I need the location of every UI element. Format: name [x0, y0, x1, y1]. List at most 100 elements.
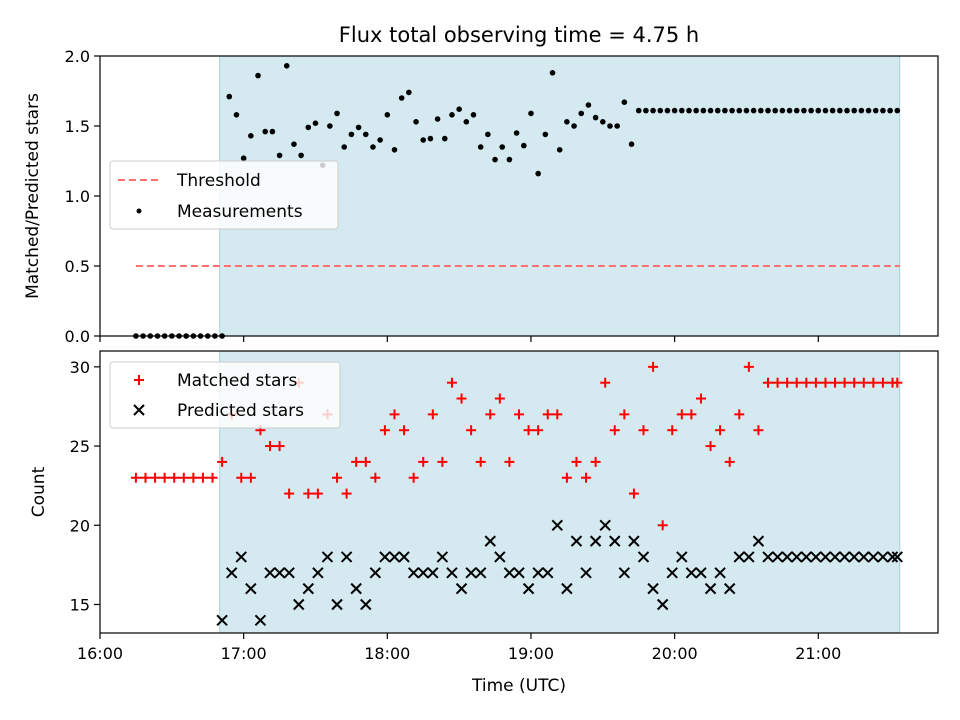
predicted-star-point [522, 582, 535, 595]
predicted-star-point [609, 535, 621, 547]
measurement-point [851, 107, 857, 114]
measurement-point [714, 107, 721, 114]
matched-star-point [600, 377, 611, 388]
matched-star-point [523, 425, 534, 436]
x-tick-label: 16:00 [77, 644, 123, 663]
measurement-point [578, 110, 585, 117]
measurement-point [427, 135, 434, 142]
measurement-point [844, 107, 850, 114]
matched-star-point [494, 393, 505, 404]
measurement-point [564, 119, 570, 125]
matched-star-point [810, 377, 821, 388]
matched-star-point [724, 456, 735, 467]
matched-star-point [245, 472, 256, 483]
measurement-point [248, 133, 254, 139]
top-legend-box [109, 160, 339, 230]
matched-star-point [657, 520, 668, 531]
measurement-point [556, 147, 563, 153]
bottom-legend: Matched stars Predicted stars [109, 361, 341, 429]
predicted-star-point [656, 598, 669, 611]
matched-star-point [399, 425, 410, 436]
matched-star-point [571, 456, 582, 467]
matched-star-point [485, 409, 496, 420]
measurement-point [456, 106, 462, 112]
measurement-point [305, 124, 312, 131]
measurement-point [758, 107, 764, 114]
measurement-point [327, 123, 333, 129]
top-legend: Threshold Measurements [109, 160, 339, 230]
measurement-point [657, 107, 664, 114]
measurement-point [736, 107, 743, 114]
measurement-point [312, 120, 319, 126]
measurement-point [470, 112, 477, 118]
predicted-star-point [771, 551, 784, 563]
matched-star-point [892, 377, 903, 388]
predicted-star-point [743, 551, 755, 563]
measurement-point [628, 141, 635, 147]
measurements-legend-label: Measurements [177, 202, 303, 222]
measurement-point [413, 119, 419, 125]
predicted-star-point [465, 567, 477, 579]
predicted-star-point [781, 551, 793, 563]
bottom-y-axis-label: Count [29, 466, 49, 517]
measurement-point [262, 128, 269, 135]
predicted-star-point [446, 567, 458, 579]
matched-star-point [197, 472, 208, 483]
measurement-point [872, 107, 879, 114]
matched-star-point [676, 409, 687, 420]
matched-star-point [753, 425, 764, 436]
measurement-point [549, 70, 556, 76]
top-x-axis [99, 336, 819, 342]
measurement-point [808, 107, 814, 114]
measurement-point [664, 107, 671, 114]
measurement-point [463, 119, 470, 125]
predicted-star-point [752, 535, 765, 547]
matched-star-point [638, 425, 649, 436]
y-tick-label: 1.5 [65, 117, 90, 136]
measurement-point [441, 135, 448, 142]
predicted-star-point [340, 551, 353, 563]
measurement-point [520, 142, 527, 149]
chart-title: Flux total observing time = 4.75 h [339, 23, 699, 47]
predicted-star-point [283, 567, 295, 579]
measurement-point [837, 107, 843, 114]
measurement-point [729, 107, 735, 114]
predicted-star-point [628, 535, 640, 547]
measurement-point [686, 107, 692, 114]
measurement-point [477, 144, 484, 150]
predicted-star-point [848, 551, 860, 563]
predicted-star-point [312, 567, 324, 579]
matched-star-point [514, 409, 524, 420]
predicted-star-point [647, 582, 659, 595]
matched-star-point [695, 393, 706, 404]
matched-star-point [609, 425, 620, 436]
predicted-star-point [427, 567, 439, 579]
predicted-star-point [388, 551, 401, 563]
predicted-star-point [455, 582, 468, 595]
bottom-x-axis-label: Time (UTC) [471, 676, 566, 696]
matched-star-point [830, 377, 841, 388]
matched-star-point [284, 488, 295, 499]
measurement-point [226, 93, 233, 100]
matched-star-point [389, 409, 400, 420]
predicted-star-point [800, 551, 813, 563]
matched-star-point [561, 472, 572, 483]
predicted-star-point [891, 551, 904, 563]
matched-star-point [533, 425, 544, 436]
top-y-axis: 0.0 0.5 1.0 1.5 2.0 [65, 47, 100, 346]
matched-star-point [341, 488, 352, 499]
measurement-point [384, 112, 391, 118]
matched-star-point [178, 472, 189, 483]
matched-star-point [217, 456, 228, 467]
predicted-star-point [877, 551, 889, 563]
matched-star-point [542, 409, 553, 420]
measurement-point [362, 131, 369, 138]
measurement-point [528, 110, 534, 117]
matched-star-point [169, 472, 180, 483]
predicted-star-point [216, 614, 228, 627]
matched-star-point [581, 472, 592, 483]
measurement-point [513, 130, 520, 136]
y-tick-label: 25 [70, 437, 90, 456]
matched-star-point [705, 441, 716, 452]
